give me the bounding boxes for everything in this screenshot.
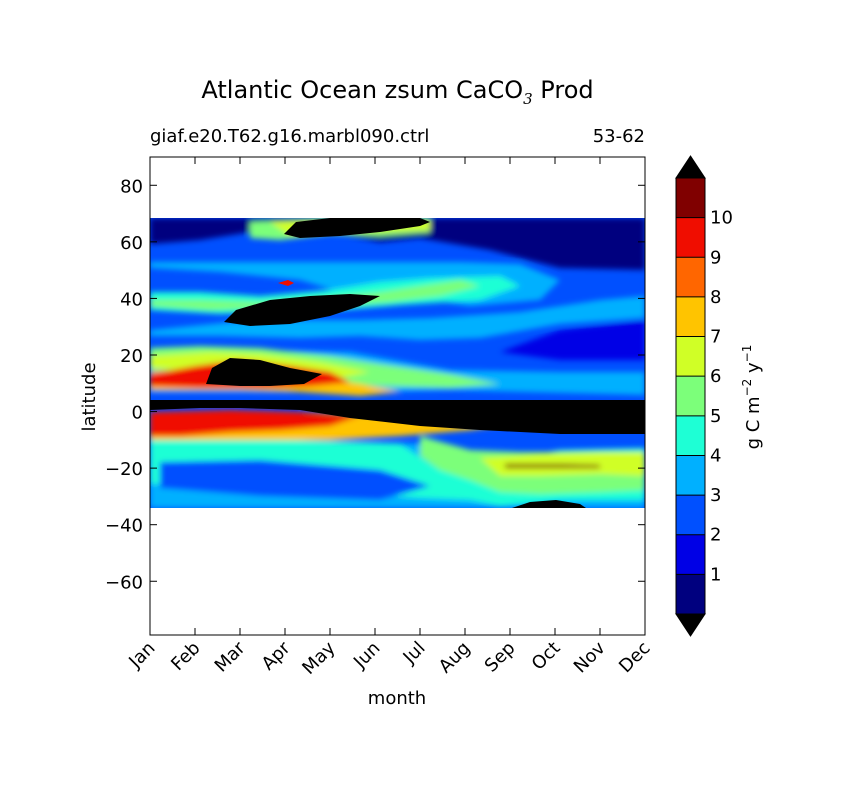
plot-frame <box>149 156 646 636</box>
colorbar-tick-label: 5 <box>710 406 721 427</box>
year-range: 53-62 <box>592 126 645 147</box>
colorbar-segment <box>676 178 705 218</box>
colorbar-tick-label: 1 <box>710 564 721 585</box>
y-tick-label: 60 <box>120 233 143 254</box>
colorbar-segment <box>676 296 705 337</box>
colorbar-segment <box>676 534 705 575</box>
run-name: giaf.e20.T62.g16.marbl090.ctrl <box>150 126 430 147</box>
y-tick-label: −40 <box>105 516 143 537</box>
colorbar-extend-max <box>675 155 706 179</box>
max-region-equator <box>150 400 645 434</box>
chart-title: Atlantic Ocean zsum CaCO3 Prod <box>201 76 594 108</box>
colorbar-tick-label: 3 <box>710 485 721 506</box>
colorbar-tick-label: 10 <box>710 208 733 229</box>
x-tick-label: Oct <box>528 638 565 675</box>
colorbar-segment <box>676 574 705 614</box>
colorbar-tick-label: 7 <box>710 327 721 348</box>
x-tick-label: Sep <box>481 638 520 677</box>
colorbar-segment <box>676 415 705 456</box>
x-axis-label: month <box>368 688 426 709</box>
colorbar-segment <box>676 455 705 496</box>
colorbar-tick-label: 9 <box>710 247 721 268</box>
x-tick-label: Nov <box>570 637 610 677</box>
colorbar-segment <box>676 257 705 297</box>
colorbar-segment <box>676 495 705 535</box>
colorbar-label: g C m−2 y−1 <box>740 345 764 450</box>
max-region-subpolar <box>224 294 380 326</box>
colorbar-segment <box>676 336 705 377</box>
x-tick-label: Apr <box>258 637 295 674</box>
colorbar-frame <box>675 177 706 615</box>
max-region-tropical-north <box>206 358 322 386</box>
x-tick-label: May <box>298 637 339 678</box>
y-tick-label: 0 <box>132 403 143 424</box>
contour-red-south <box>150 410 360 436</box>
x-tick-label: Mar <box>211 637 250 676</box>
x-tick-label: Jan <box>124 638 159 673</box>
colorbar: 1 2 3 4 5 6 7 8 9 10 <box>675 155 733 637</box>
contour-deep-south-patch <box>160 460 430 500</box>
y-tick-label: −20 <box>105 459 143 480</box>
contour-deep-north <box>150 218 645 270</box>
x-tick-label: Jun <box>349 638 384 673</box>
colorbar-tick-label: 6 <box>710 366 721 387</box>
y-tick-label: 40 <box>120 289 143 310</box>
y-axis: 80 60 40 20 0 −20 −40 −60 <box>105 176 645 593</box>
colorbar-tick-label: 8 <box>710 287 721 308</box>
y-tick-label: −60 <box>105 572 143 593</box>
contour-light-band-2 <box>150 296 645 340</box>
colorbar-segment <box>676 217 705 258</box>
y-tick-label: 20 <box>120 346 143 367</box>
contour-green-southeast <box>480 452 645 476</box>
contour-green-north <box>150 280 480 310</box>
contour-field <box>150 218 645 508</box>
x-tick-label: Dec <box>615 638 654 677</box>
colorbar-tick-label: 4 <box>710 445 721 466</box>
contour-red-band-southeast <box>505 464 600 468</box>
y-tick-label: 80 <box>120 176 143 197</box>
colorbar-extend-min <box>675 613 706 637</box>
contour-deep-south <box>500 320 645 360</box>
x-tick-label: Jul <box>399 638 430 669</box>
colorbar-tick-label: 2 <box>710 525 721 546</box>
x-tick-label: Aug <box>435 638 475 678</box>
y-axis-label: latitude <box>79 362 100 431</box>
max-region-south <box>512 500 586 508</box>
spot-north-red <box>278 280 294 286</box>
max-region-north <box>284 218 430 238</box>
x-tick-label: Feb <box>167 638 204 675</box>
colorbar-segment <box>676 376 705 416</box>
